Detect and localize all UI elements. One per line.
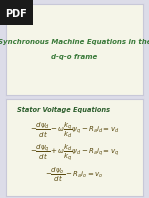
- Text: $-\dfrac{d\psi_q}{dt} + \omega\dfrac{k_d}{k_q}\psi_d - R_a i_q = v_q$: $-\dfrac{d\psi_q}{dt} + \omega\dfrac{k_d…: [30, 142, 119, 163]
- Text: PDF: PDF: [6, 9, 27, 19]
- Text: $-\dfrac{d\psi_d}{dt} - \omega\dfrac{k_q}{k_d}\psi_q - R_a i_d = v_d$: $-\dfrac{d\psi_d}{dt} - \omega\dfrac{k_q…: [30, 120, 119, 140]
- Text: Stator Voltage Equations: Stator Voltage Equations: [17, 107, 110, 113]
- Text: Synchronous Machine Equations in the: Synchronous Machine Equations in the: [0, 39, 149, 45]
- Text: $-\dfrac{d\psi_o}{dt} - R_a i_o = v_o$: $-\dfrac{d\psi_o}{dt} - R_a i_o = v_o$: [45, 166, 104, 184]
- Text: d-q-o frame: d-q-o frame: [51, 54, 98, 60]
